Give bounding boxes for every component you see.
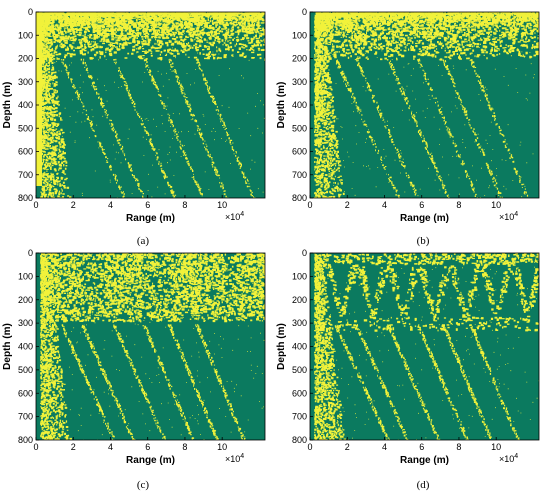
y-tick-label: 700 [18, 170, 33, 180]
y-tick-label: 100 [292, 271, 307, 281]
panel-caption: (b) [417, 235, 430, 247]
y-tick-label: 200 [18, 54, 33, 64]
y-tick-label: 800 [292, 435, 307, 445]
y-tick-label: 100 [292, 30, 307, 40]
panel-caption: (d) [417, 479, 430, 491]
y-tick-label: 400 [18, 342, 33, 352]
x-tick-label: 0 [33, 442, 38, 452]
x-tick-label: 0 [307, 200, 312, 210]
x-multiplier: ×104 [225, 211, 244, 222]
y-tick-label: 300 [292, 318, 307, 328]
x-axis-label: Range (m) [400, 455, 449, 466]
y-tick-label: 300 [18, 318, 33, 328]
x-tick-label: 4 [108, 200, 113, 210]
x-axis-label: Range (m) [400, 213, 449, 224]
y-tick-label: 0 [302, 7, 307, 17]
x-tick-label: 2 [345, 442, 350, 452]
x-axis-label: Range (m) [126, 455, 175, 466]
y-axis-label: Depth (m) [2, 323, 13, 370]
y-tick-label: 400 [292, 342, 307, 352]
y-tick-label: 500 [18, 123, 33, 133]
x-axis-label: Range (m) [126, 213, 175, 224]
y-tick-label: 500 [292, 123, 307, 133]
y-tick-label: 600 [18, 388, 33, 398]
x-tick-label: 2 [71, 442, 76, 452]
signal-texture [40, 253, 265, 440]
y-tick-label: 400 [292, 100, 307, 110]
y-tick-label: 0 [28, 7, 33, 17]
x-tick-label: 10 [217, 200, 227, 210]
y-tick-label: 500 [18, 365, 33, 375]
x-tick-label: 4 [108, 442, 113, 452]
x-tick-label: 6 [419, 442, 424, 452]
x-tick-label: 6 [145, 442, 150, 452]
y-tick-label: 300 [292, 77, 307, 87]
y-tick-label: 700 [18, 412, 33, 422]
x-tick-label: 8 [182, 200, 187, 210]
y-tick-label: 200 [292, 295, 307, 305]
x-tick-label: 4 [382, 200, 387, 210]
y-tick-label: 700 [292, 170, 307, 180]
x-tick-label: 8 [456, 442, 461, 452]
y-tick-label: 500 [292, 365, 307, 375]
signal-texture [40, 12, 265, 198]
x-tick-label: 10 [491, 200, 501, 210]
x-tick-label: 10 [217, 442, 227, 452]
y-tick-label: 100 [18, 30, 33, 40]
y-tick-label: 0 [28, 248, 33, 258]
y-tick-label: 800 [292, 193, 307, 203]
plot-background [310, 253, 539, 440]
x-tick-label: 6 [419, 200, 424, 210]
y-tick-label: 600 [18, 147, 33, 157]
x-tick-label: 4 [382, 442, 387, 452]
x-tick-label: 2 [71, 200, 76, 210]
y-tick-label: 400 [18, 100, 33, 110]
x-tick-label: 10 [491, 442, 501, 452]
y-tick-label: 800 [18, 435, 33, 445]
y-tick-label: 200 [18, 295, 33, 305]
x-tick-label: 6 [145, 200, 150, 210]
y-axis-label: Depth (m) [2, 82, 13, 129]
x-tick-label: 0 [307, 442, 312, 452]
x-multiplier: ×104 [225, 453, 244, 464]
y-axis-label: Depth (m) [276, 82, 287, 129]
x-multiplier: ×104 [499, 453, 518, 464]
panel-caption: (a) [137, 235, 150, 247]
y-tick-label: 600 [292, 388, 307, 398]
y-tick-label: 300 [18, 77, 33, 87]
y-tick-label: 100 [18, 271, 33, 281]
y-tick-label: 200 [292, 54, 307, 64]
x-tick-label: 8 [182, 442, 187, 452]
signal-texture [314, 12, 539, 198]
y-tick-label: 0 [302, 248, 307, 258]
y-tick-label: 700 [292, 412, 307, 422]
signal-texture [314, 253, 539, 440]
x-multiplier: ×104 [499, 211, 518, 222]
y-tick-label: 600 [292, 147, 307, 157]
y-axis-label: Depth (m) [276, 323, 287, 370]
x-tick-label: 2 [345, 200, 350, 210]
plot-background [310, 12, 539, 198]
x-tick-label: 8 [456, 200, 461, 210]
y-tick-label: 800 [18, 193, 33, 203]
panel-caption: (c) [137, 479, 150, 491]
x-tick-label: 0 [33, 200, 38, 210]
